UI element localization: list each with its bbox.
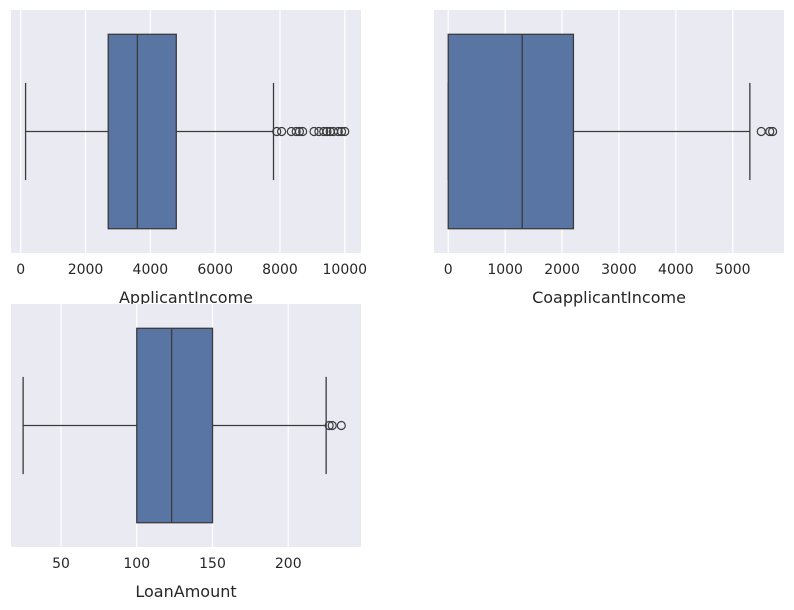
outlier-point [336, 420, 346, 431]
x-tick-labels: 50 100 150 200 [52, 556, 302, 572]
outlier-point [333, 126, 343, 137]
x-tick-labels: 0 2000 4000 6000 8000 10000 [16, 262, 367, 278]
subplot-applicantincome: 0 2000 4000 6000 8000 10000 ApplicantIncome [11, 10, 367, 307]
x-tick-label: 8000 [262, 262, 298, 278]
outlier-point [319, 126, 329, 137]
outlier-point [277, 126, 287, 137]
x-axis-label: ApplicantIncome [119, 288, 253, 307]
outlier-point [294, 126, 305, 137]
iqr-box [447, 33, 575, 230]
iqr-box [136, 327, 214, 524]
box-layer [24, 33, 350, 230]
x-tick-label: 10000 [323, 262, 368, 278]
outlier-point [272, 126, 282, 137]
x-tick-label: 3000 [601, 262, 637, 278]
outlier-point [298, 126, 308, 137]
x-tick-label: 100 [123, 556, 150, 572]
x-tick-label: 2000 [68, 262, 104, 278]
x-tick-label: 150 [199, 556, 226, 572]
outlier-point [324, 420, 334, 431]
x-tick-label: 200 [275, 556, 302, 572]
x-tick-label: 6000 [197, 262, 233, 278]
x-tick-label: 2000 [544, 262, 580, 278]
subplot-coapplicantincome: 0 1000 2000 3000 4000 5000 CoapplicantIncome [434, 10, 784, 307]
outlier-point [336, 126, 347, 137]
x-axis-label: CoapplicantIncome [532, 288, 686, 307]
x-tick-label: 5000 [715, 262, 751, 278]
x-tick-label: 0 [16, 262, 25, 278]
x-tick-label: 0 [444, 262, 453, 278]
x-axis-label: LoanAmount [135, 582, 236, 601]
x-tick-label: 50 [52, 556, 70, 572]
iqr-box [107, 33, 177, 230]
box-layer [22, 327, 346, 524]
outlier-point [340, 126, 350, 137]
x-tick-label: 4000 [658, 262, 694, 278]
subplot-loanamount: 50 100 150 200 LoanAmount [11, 304, 361, 601]
outlier-point [322, 126, 332, 137]
outlier-point [309, 126, 319, 137]
x-tick-labels: 0 1000 2000 3000 4000 5000 [444, 262, 751, 278]
x-tick-label: 4000 [133, 262, 169, 278]
box-layer [447, 33, 778, 230]
outlier-point [327, 420, 337, 431]
outlier-point [768, 126, 778, 137]
x-tick-label: 1000 [487, 262, 523, 278]
outlier-point [291, 126, 301, 137]
outlier-point [765, 126, 775, 137]
